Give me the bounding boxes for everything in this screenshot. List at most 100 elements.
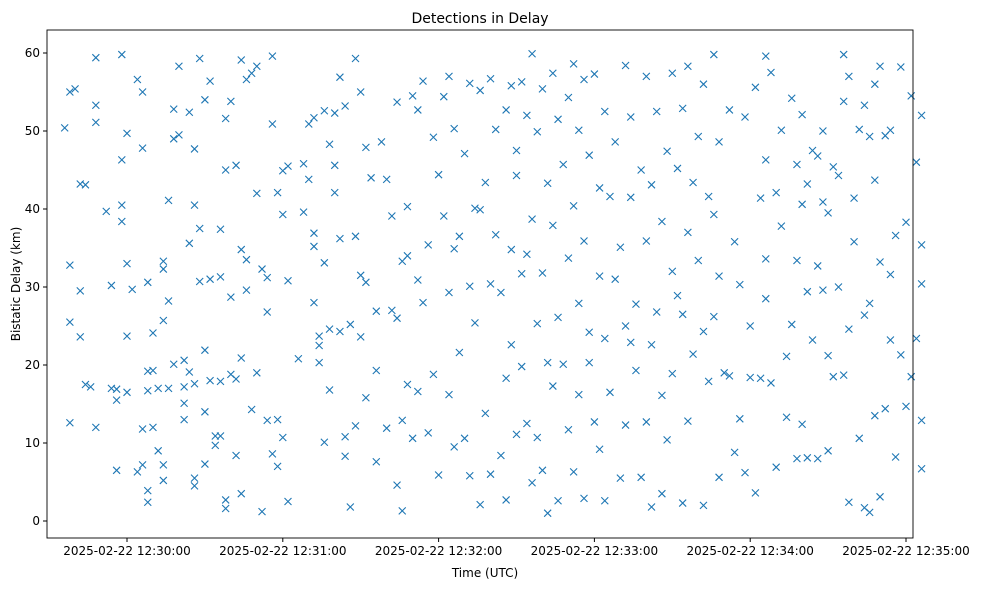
data-point	[600, 107, 609, 116]
data-point	[112, 466, 121, 475]
data-point	[824, 209, 832, 217]
data-point	[678, 310, 687, 319]
data-point	[834, 283, 843, 291]
chart-title: Detections in Delay	[411, 11, 548, 27]
data-point	[741, 113, 749, 121]
data-point	[310, 229, 318, 238]
x-tick-label: 2025-02-22 12:30:00	[63, 544, 190, 558]
data-point	[273, 188, 282, 197]
y-tick-label: 0	[32, 514, 40, 528]
data-point	[252, 62, 261, 71]
data-point	[471, 318, 479, 327]
data-point	[346, 503, 355, 511]
data-point	[917, 279, 926, 288]
data-point	[850, 237, 858, 246]
x-tick-label: 2025-02-22 12:35:00	[842, 544, 969, 558]
data-point	[169, 360, 178, 369]
data-point	[330, 188, 339, 197]
y-tick-label: 40	[25, 202, 40, 216]
data-point	[403, 380, 412, 389]
data-point	[761, 255, 770, 263]
data-point	[180, 415, 189, 424]
data-point	[538, 84, 547, 93]
data-point	[91, 101, 100, 110]
data-point	[382, 175, 391, 184]
data-point	[486, 470, 495, 479]
data-point	[756, 194, 765, 202]
data-point	[393, 314, 401, 323]
data-point	[512, 171, 521, 180]
data-point	[450, 443, 459, 451]
data-point	[445, 390, 453, 399]
data-point	[844, 498, 853, 507]
data-point	[242, 75, 251, 84]
data-point	[585, 151, 594, 160]
data-point	[273, 415, 282, 424]
data-point	[221, 496, 230, 504]
y-tick-label: 60	[25, 46, 40, 60]
data-point	[819, 286, 827, 295]
data-point	[133, 467, 142, 476]
data-point	[554, 115, 562, 124]
data-point	[569, 201, 578, 210]
data-point	[860, 311, 869, 319]
data-point	[159, 265, 168, 273]
data-point	[611, 138, 620, 146]
data-point	[730, 237, 739, 246]
x-tick-label: 2025-02-22 12:33:00	[531, 544, 658, 558]
data-point	[185, 368, 194, 376]
data-point	[600, 496, 609, 505]
data-point	[829, 372, 838, 381]
data-point	[123, 388, 131, 397]
data-point	[751, 489, 760, 497]
data-point	[673, 291, 682, 300]
data-point	[829, 162, 838, 171]
data-point	[668, 369, 677, 378]
data-point	[834, 171, 843, 180]
data-point	[621, 421, 630, 429]
data-point	[803, 180, 812, 188]
data-point	[813, 262, 822, 270]
y-axis: 0 10 20 30 40 50 60	[25, 46, 47, 528]
data-point	[512, 146, 521, 155]
data-point	[455, 348, 464, 357]
data-point	[284, 276, 292, 285]
data-point	[460, 434, 469, 443]
data-point	[751, 83, 760, 92]
plot-area-frame	[46, 29, 914, 539]
data-point	[538, 269, 547, 277]
data-point	[201, 95, 209, 104]
data-point	[143, 498, 152, 507]
data-point	[689, 350, 697, 358]
data-point	[123, 259, 131, 268]
data-point	[206, 275, 214, 284]
data-point	[902, 218, 910, 227]
data-point	[284, 497, 292, 506]
data-point	[793, 160, 801, 169]
data-point	[704, 192, 713, 201]
data-point	[772, 463, 781, 472]
data-point	[434, 471, 443, 479]
x-tick-label: 2025-02-22 12:32:00	[375, 544, 502, 558]
data-point	[600, 334, 609, 343]
data-point	[782, 352, 791, 361]
data-point	[819, 127, 827, 135]
data-point	[528, 215, 536, 224]
data-point	[512, 430, 521, 439]
data-point	[471, 204, 479, 213]
data-point	[330, 109, 339, 117]
data-point	[268, 450, 277, 458]
data-point	[413, 387, 422, 396]
data-point	[528, 478, 536, 487]
data-point	[195, 54, 204, 63]
y-axis-label: Bistatic Delay (km)	[9, 227, 23, 342]
data-point	[912, 158, 921, 167]
data-point	[356, 271, 365, 280]
data-point	[507, 245, 516, 254]
data-point	[216, 225, 225, 234]
data-point	[180, 382, 189, 391]
data-point	[304, 175, 313, 184]
data-point	[533, 127, 542, 136]
data-point	[434, 170, 443, 179]
data-point	[590, 418, 599, 426]
